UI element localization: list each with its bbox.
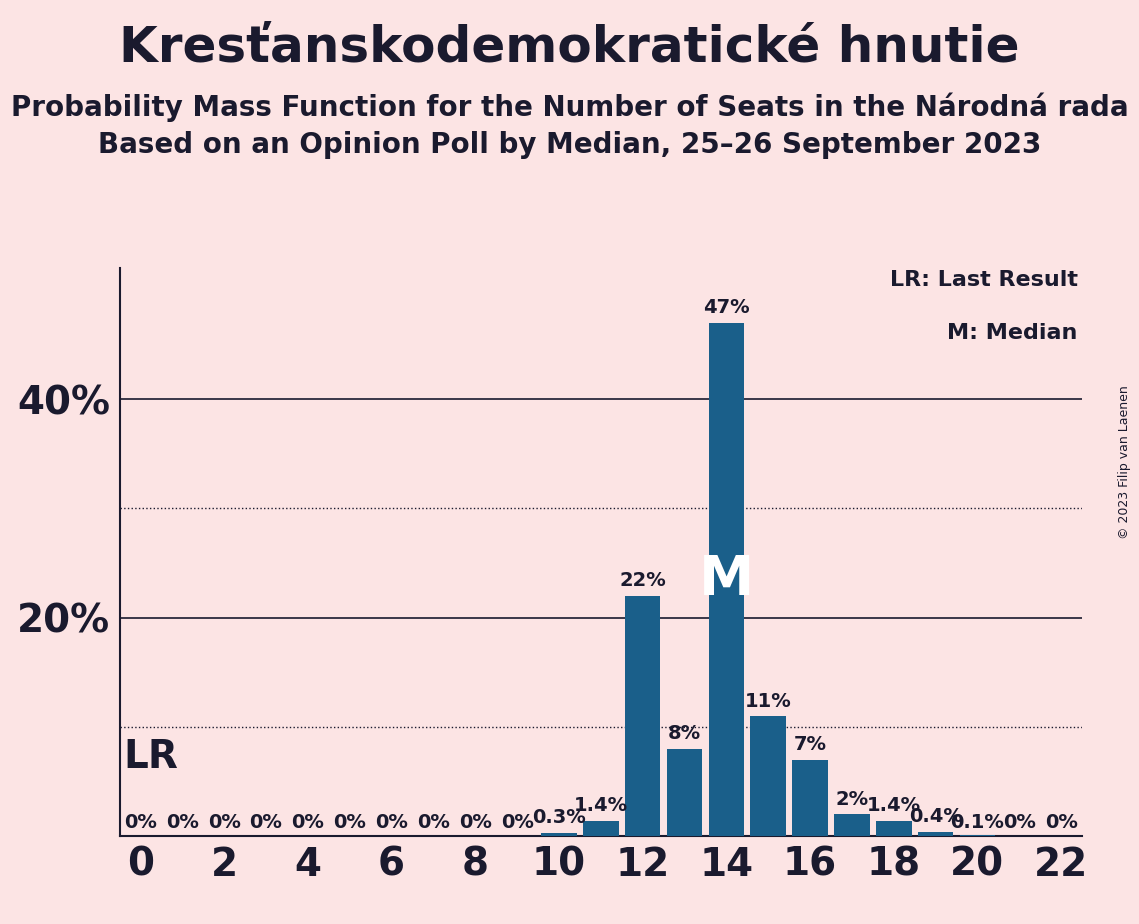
Bar xyxy=(751,716,786,836)
Bar xyxy=(625,596,661,836)
Text: 0.1%: 0.1% xyxy=(951,813,1005,832)
Text: M: M xyxy=(698,553,754,607)
Bar xyxy=(708,322,744,836)
Bar xyxy=(583,821,618,836)
Text: 0.3%: 0.3% xyxy=(532,808,585,828)
Bar xyxy=(793,760,828,836)
Text: 0%: 0% xyxy=(166,813,199,832)
Text: LR: Last Result: LR: Last Result xyxy=(890,270,1077,290)
Bar xyxy=(666,748,703,836)
Text: 0%: 0% xyxy=(417,813,450,832)
Text: LR: LR xyxy=(124,738,179,776)
Text: 22%: 22% xyxy=(620,571,666,590)
Text: 0%: 0% xyxy=(292,813,325,832)
Text: 1.4%: 1.4% xyxy=(867,796,920,816)
Text: © 2023 Filip van Laenen: © 2023 Filip van Laenen xyxy=(1118,385,1131,539)
Text: 47%: 47% xyxy=(703,298,749,317)
Text: 0%: 0% xyxy=(207,813,240,832)
Text: 2%: 2% xyxy=(835,790,868,808)
Text: 0%: 0% xyxy=(375,813,408,832)
Text: 0%: 0% xyxy=(501,813,533,832)
Bar xyxy=(876,821,911,836)
Text: Based on an Opinion Poll by Median, 25–26 September 2023: Based on an Opinion Poll by Median, 25–2… xyxy=(98,131,1041,159)
Text: Probability Mass Function for the Number of Seats in the Národná rada: Probability Mass Function for the Number… xyxy=(10,92,1129,122)
Bar xyxy=(960,835,995,836)
Text: 8%: 8% xyxy=(667,724,702,743)
Text: 0%: 0% xyxy=(249,813,282,832)
Text: 11%: 11% xyxy=(745,691,792,711)
Text: 0%: 0% xyxy=(334,813,366,832)
Bar xyxy=(834,814,870,836)
Text: 0%: 0% xyxy=(1044,813,1077,832)
Text: 1.4%: 1.4% xyxy=(574,796,628,816)
Text: M: Median: M: Median xyxy=(948,322,1077,343)
Text: 0%: 0% xyxy=(124,813,157,832)
Text: 0.4%: 0.4% xyxy=(909,808,962,826)
Text: 7%: 7% xyxy=(794,736,827,754)
Bar xyxy=(918,832,953,836)
Bar xyxy=(541,833,576,836)
Text: Kresťanskodemokratické hnutie: Kresťanskodemokratické hnutie xyxy=(120,23,1019,71)
Text: 0%: 0% xyxy=(1002,813,1035,832)
Text: 0%: 0% xyxy=(459,813,492,832)
